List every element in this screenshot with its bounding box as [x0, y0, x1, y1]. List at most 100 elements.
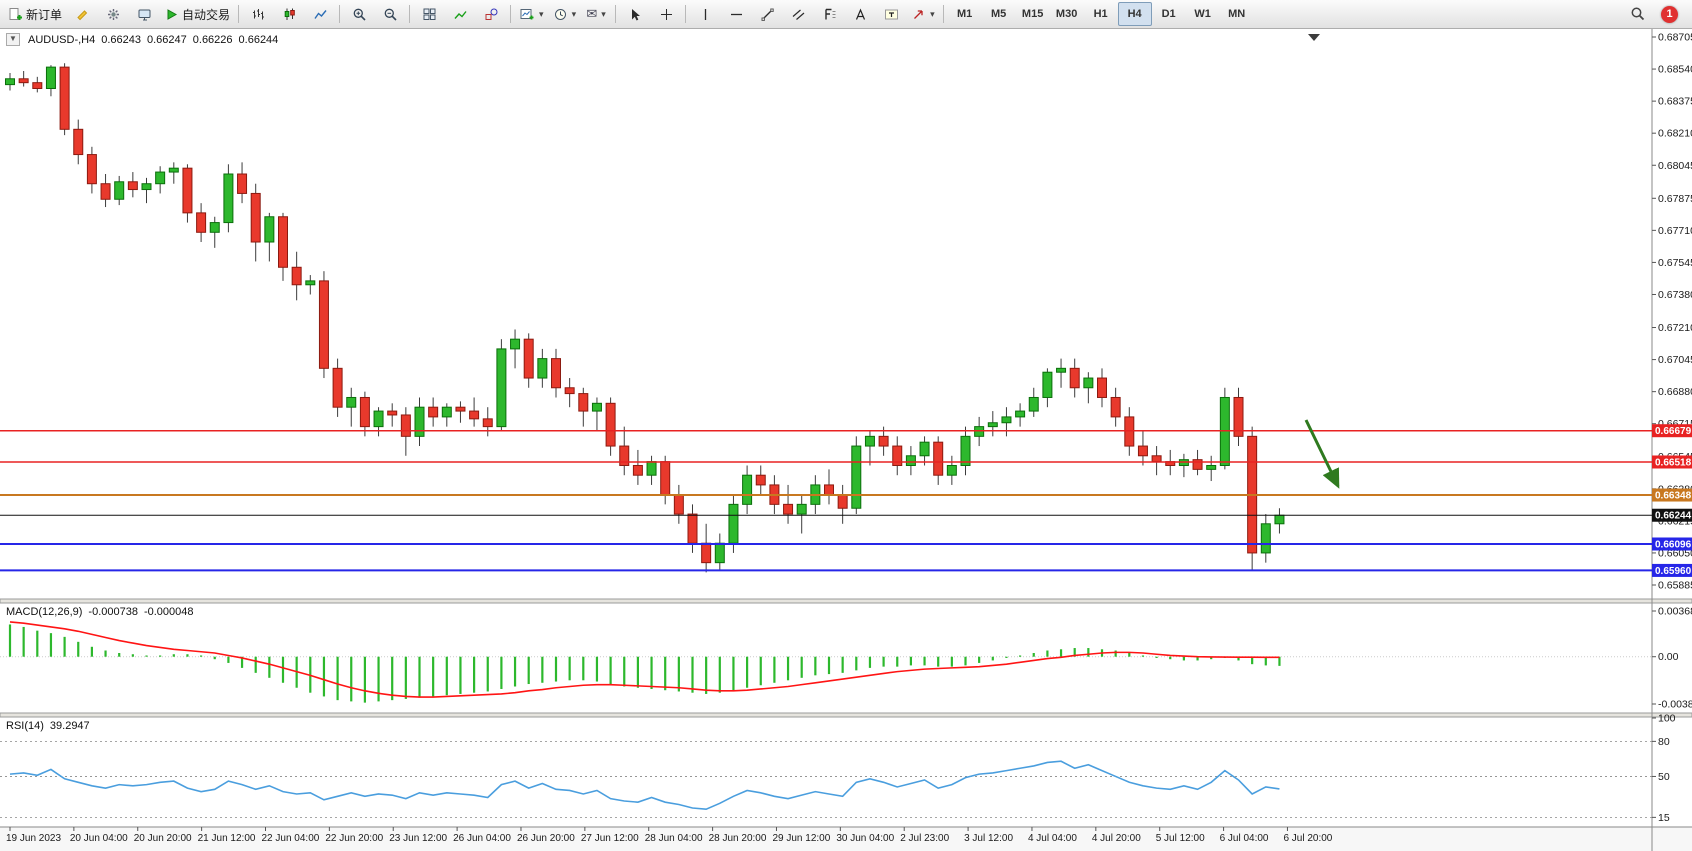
options-button[interactable]	[98, 2, 128, 26]
notification-badge[interactable]: 1	[1661, 5, 1678, 23]
candlestick-icon	[284, 8, 295, 20]
toolbar-separator	[409, 5, 411, 23]
rsi-line	[9, 760, 1280, 810]
time-axis-label: 20 Jun 04:00	[70, 833, 128, 844]
time-axis-label: 21 Jun 12:00	[198, 833, 256, 844]
timeframe-button-m5[interactable]: M5	[990, 8, 1007, 20]
svg-text:0.66244: 0.66244	[1655, 511, 1692, 522]
mail-dropdown[interactable]: ✉ ▾	[581, 2, 611, 26]
time-axis-label: 26 Jun 04:00	[453, 833, 511, 844]
time-axis-label: 3 Jul 12:00	[964, 833, 1013, 844]
time-axis-label: 30 Jun 04:00	[836, 833, 894, 844]
timeframe-button-w1[interactable]: W1	[1194, 8, 1211, 20]
fullscreen-button[interactable]	[129, 2, 159, 26]
crosshair-button[interactable]	[651, 2, 681, 26]
tile-windows-button[interactable]	[414, 2, 444, 26]
timeframe-button-mn[interactable]: MN	[1228, 8, 1246, 20]
objects-button[interactable]	[476, 2, 506, 26]
time-axis-label: 26 Jun 20:00	[517, 833, 575, 844]
macd-signal-line	[9, 621, 1280, 698]
time-axis-label: 5 Jul 12:00	[1156, 833, 1205, 844]
channel-icon	[792, 9, 804, 20]
toolbar-separator	[685, 5, 687, 23]
trend-arrow-annotation[interactable]	[1304, 419, 1340, 489]
vertical-line-button[interactable]	[690, 2, 720, 26]
collapse-chart-button[interactable]: ▼	[6, 33, 20, 46]
svg-text:0.68375: 0.68375	[1658, 96, 1692, 108]
zoom-in-button[interactable]	[344, 2, 374, 26]
timeframe-button-h1[interactable]: H1	[1093, 8, 1108, 20]
chart-shift-marker[interactable]	[1308, 34, 1320, 41]
hlines-layer: 0.66679 0.66518 0.66348 0.66244 0.66096 0.659…	[0, 424, 1692, 577]
time-axis-label: 6 Jul 20:00	[1283, 833, 1332, 844]
svg-text:0.66679: 0.66679	[1655, 426, 1692, 437]
timeframe-button-m15[interactable]: M15	[1021, 8, 1044, 20]
monitor-icon	[138, 9, 151, 20]
new-order-icon	[9, 7, 22, 20]
shapes-icon	[485, 8, 498, 20]
zoom-in-icon	[353, 8, 366, 21]
line-chart-button[interactable]	[305, 2, 335, 26]
toolbar-separator	[238, 5, 240, 23]
autotrading-button[interactable]: 自动交易	[160, 2, 234, 26]
metaeditor-button[interactable]	[67, 2, 97, 26]
fibonacci-icon	[824, 8, 836, 19]
clock-icon	[554, 8, 566, 20]
horizontal-line-button[interactable]	[721, 2, 751, 26]
vertical-line-icon	[704, 8, 706, 20]
cursor-button[interactable]	[620, 2, 650, 26]
search-button[interactable]	[1623, 2, 1653, 26]
timeframe-button-m1[interactable]: M1	[956, 8, 973, 20]
new-order-button[interactable]: 新订单	[4, 2, 66, 26]
time-axis-label: 6 Jul 04:00	[1220, 833, 1269, 844]
candlestick-chart-button[interactable]	[274, 2, 304, 26]
indicator-line-icon	[454, 10, 467, 19]
svg-text:100: 100	[1658, 713, 1676, 725]
equidistant-channel-button[interactable]	[783, 2, 813, 26]
svg-text:0.00: 0.00	[1658, 651, 1679, 663]
line-chart-icon	[313, 9, 327, 19]
clock-dropdown[interactable]: ▾	[549, 2, 581, 26]
zoom-out-button[interactable]	[375, 2, 405, 26]
panel-splitter[interactable]	[0, 598, 1692, 604]
text-button[interactable]	[845, 2, 875, 26]
time-axis-label: 28 Jun 04:00	[645, 833, 703, 844]
panel-splitter[interactable]	[0, 712, 1692, 718]
toolbar-separator	[942, 5, 944, 23]
main-toolbar: 新订单 自动交易	[0, 0, 1692, 29]
svg-text:0.65885: 0.65885	[1658, 580, 1692, 592]
new-chart-dropdown[interactable]: ▾	[515, 2, 548, 26]
toolbar-separator	[510, 5, 512, 23]
svg-text:0.65960: 0.65960	[1655, 566, 1692, 577]
arrows-dropdown[interactable]: ▾	[907, 2, 939, 26]
time-axis-label: 23 Jun 12:00	[389, 833, 447, 844]
timeframe-button-m30[interactable]: M30	[1055, 8, 1078, 20]
bar-chart-icon	[252, 8, 264, 19]
fibonacci-button[interactable]	[814, 2, 844, 26]
price-tag-0.66679	[1652, 424, 1692, 438]
svg-text:0.66348: 0.66348	[1655, 491, 1692, 502]
indicators-button[interactable]	[445, 2, 475, 26]
text-label-button[interactable]	[876, 2, 906, 26]
toolbar-separator	[615, 5, 617, 23]
chevron-down-icon: ▾	[930, 8, 935, 19]
bar-chart-button[interactable]	[243, 2, 273, 26]
svg-text:0.66518: 0.66518	[1655, 457, 1692, 468]
time-axis[interactable]	[0, 827, 1692, 851]
chevron-down-icon: ▾	[571, 8, 577, 19]
timeframe-button-h4[interactable]: H4	[1117, 2, 1152, 26]
metaeditor-icon	[76, 9, 87, 20]
timeframe-button-d1[interactable]: D1	[1161, 8, 1176, 20]
price-tag-0.66518	[1652, 455, 1692, 469]
trendline-button[interactable]	[752, 2, 782, 26]
svg-text:0.67875: 0.67875	[1658, 193, 1692, 205]
time-axis-label: 27 Jun 12:00	[581, 833, 639, 844]
toolbar-separator	[339, 5, 341, 23]
time-axis-label: 22 Jun 04:00	[261, 833, 319, 844]
